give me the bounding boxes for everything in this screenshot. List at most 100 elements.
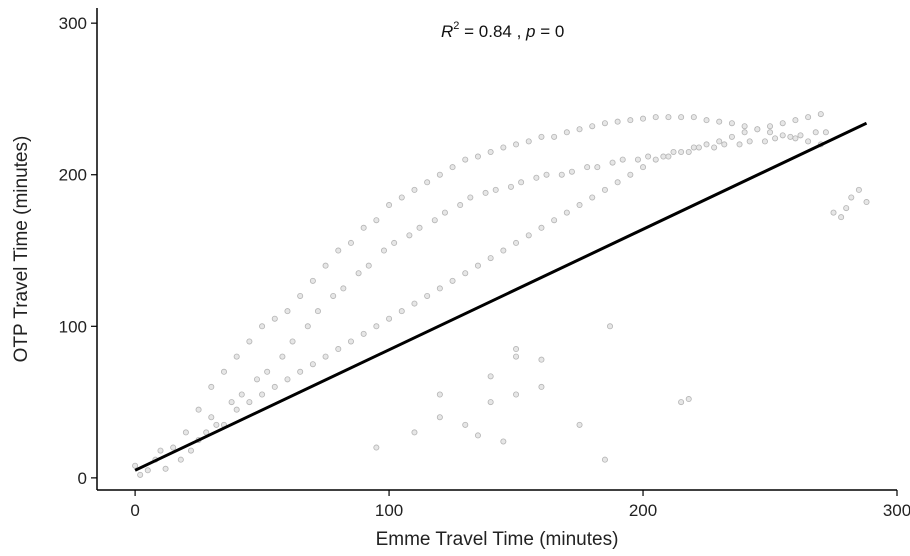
data-point	[449, 277, 456, 284]
data-point	[144, 467, 151, 474]
data-point	[284, 376, 291, 383]
data-point	[213, 421, 220, 428]
data-point	[309, 277, 316, 284]
data-point	[716, 118, 723, 125]
data-point	[568, 168, 575, 175]
data-point	[855, 186, 862, 193]
data-point	[576, 421, 583, 428]
data-point	[563, 209, 570, 216]
r-value: = 0.84 ,	[459, 22, 526, 41]
x-tick-label: 100	[375, 501, 403, 520]
data-point	[297, 368, 304, 375]
data-point	[533, 174, 540, 181]
data-point	[614, 179, 621, 186]
data-point	[482, 189, 489, 196]
data-point	[355, 270, 362, 277]
data-point	[640, 115, 647, 122]
data-point	[741, 123, 748, 130]
data-point	[767, 123, 774, 130]
data-point	[360, 224, 367, 231]
data-point	[373, 323, 380, 330]
data-point	[627, 171, 634, 178]
x-tick-label: 0	[130, 501, 139, 520]
data-point	[238, 391, 245, 398]
data-point	[640, 164, 647, 171]
data-point	[792, 117, 799, 124]
data-point	[386, 202, 393, 209]
data-point	[843, 205, 850, 212]
r-symbol: R	[441, 22, 453, 41]
r-power: 2	[453, 20, 459, 32]
data-point	[805, 114, 812, 121]
data-point	[246, 399, 253, 406]
data-point	[170, 444, 177, 451]
fit-annotation: R2 = 0.84 , p = 0	[441, 20, 564, 41]
data-point	[233, 406, 240, 413]
data-point	[347, 239, 354, 246]
data-point	[492, 186, 499, 193]
data-point	[340, 285, 347, 292]
data-point	[685, 148, 692, 155]
data-point	[772, 135, 779, 142]
data-point	[805, 138, 812, 145]
data-point	[525, 232, 532, 239]
data-point	[398, 194, 405, 201]
data-point	[474, 432, 481, 439]
data-point	[779, 132, 786, 139]
data-point	[754, 126, 761, 133]
data-point	[787, 133, 794, 140]
data-point	[436, 391, 443, 398]
data-point	[563, 129, 570, 136]
data-point	[513, 141, 520, 148]
data-point	[259, 391, 266, 398]
data-point	[309, 361, 316, 368]
data-point	[246, 338, 253, 345]
y-tick-label: 100	[59, 317, 87, 336]
data-point	[386, 315, 393, 322]
y-tick-label: 200	[59, 166, 87, 185]
data-point	[619, 156, 626, 163]
data-point	[678, 148, 685, 155]
data-point	[259, 323, 266, 330]
data-point	[812, 129, 819, 136]
data-point	[513, 239, 520, 246]
x-tick-label: 300	[883, 501, 910, 520]
data-point	[589, 123, 596, 130]
x-tick-label: 200	[629, 501, 657, 520]
data-point	[182, 429, 189, 436]
data-point	[157, 447, 164, 454]
x-axis-ticks: 0 100 200 300	[130, 490, 910, 520]
data-point	[863, 199, 870, 206]
data-point	[233, 353, 240, 360]
data-point	[264, 368, 271, 375]
data-point	[398, 308, 405, 315]
data-point	[678, 399, 685, 406]
data-point	[665, 153, 672, 160]
data-point	[513, 346, 520, 353]
data-point	[690, 144, 697, 151]
data-point	[284, 308, 291, 315]
data-point	[703, 141, 710, 148]
data-point	[297, 292, 304, 299]
data-point	[406, 232, 413, 239]
data-point	[365, 262, 372, 269]
data-point	[721, 141, 728, 148]
data-point	[576, 202, 583, 209]
data-point	[792, 135, 799, 142]
data-point	[441, 209, 448, 216]
p-value: = 0	[536, 22, 565, 41]
data-point	[162, 465, 169, 472]
p-symbol: p	[525, 22, 535, 41]
data-point	[538, 224, 545, 231]
data-point	[601, 186, 608, 193]
data-point	[797, 132, 804, 139]
data-point	[703, 117, 710, 124]
data-point	[416, 224, 423, 231]
data-point	[487, 399, 494, 406]
data-point	[411, 186, 418, 193]
data-point	[711, 144, 718, 151]
data-point	[208, 414, 215, 421]
data-point	[690, 114, 697, 121]
data-point	[589, 194, 596, 201]
data-point	[500, 438, 507, 445]
